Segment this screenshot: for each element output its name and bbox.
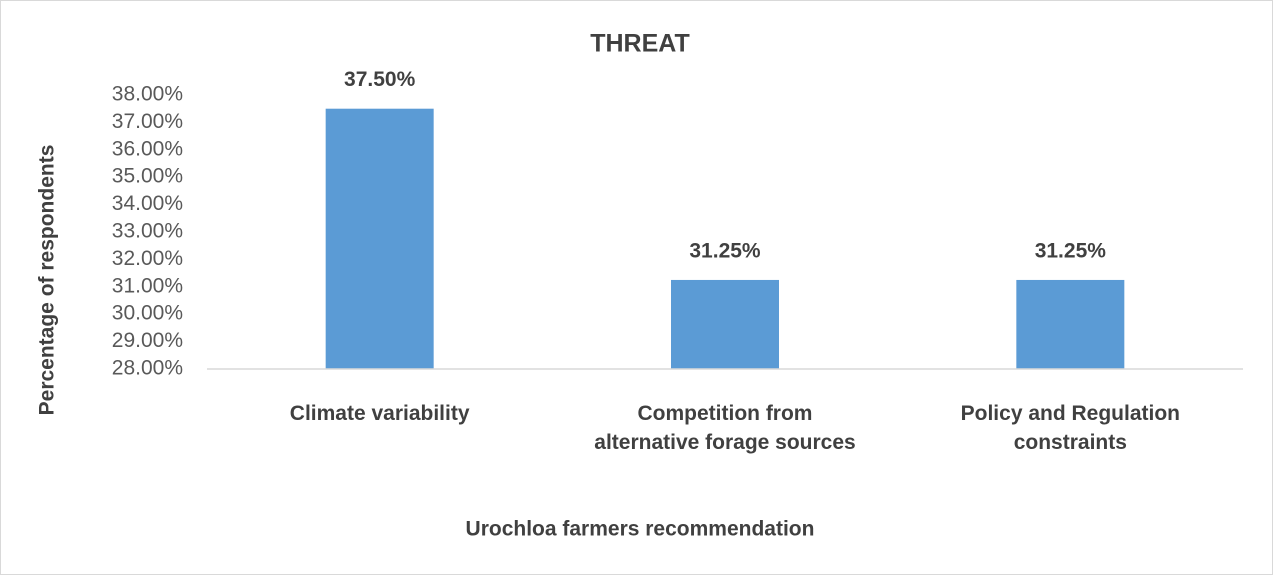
chart-title: THREAT	[590, 30, 690, 58]
y-tick-label: 32.00%	[112, 247, 183, 270]
y-tick-label: 37.00%	[112, 110, 183, 133]
y-tick-label: 29.00%	[112, 329, 183, 352]
y-tick-label: 36.00%	[112, 137, 183, 160]
y-tick-label: 35.00%	[112, 165, 183, 188]
data-label: 31.25%	[1035, 239, 1107, 262]
y-tick-label: 33.00%	[112, 220, 183, 243]
bar	[325, 108, 434, 369]
data-label: 37.50%	[344, 68, 416, 91]
bar	[671, 279, 779, 369]
x-tick-label: Climate variability	[289, 402, 470, 425]
x-tick-label: Competition from alternative forage sour…	[594, 402, 856, 454]
x-axis-label: Urochloa farmers recommendation	[466, 518, 815, 541]
x-tick-label: Policy and Regulation constraints	[960, 402, 1181, 454]
y-tick-label: 30.00%	[112, 302, 183, 325]
bar	[1016, 279, 1125, 369]
y-axis-label: Percentage of respondents	[36, 145, 59, 416]
y-tick-label: 34.00%	[112, 192, 183, 215]
y-tick-label: 31.00%	[112, 274, 183, 297]
data-label: 31.25%	[689, 239, 761, 262]
y-tick-label: 38.00%	[112, 83, 183, 106]
y-tick-label: 28.00%	[112, 357, 183, 380]
